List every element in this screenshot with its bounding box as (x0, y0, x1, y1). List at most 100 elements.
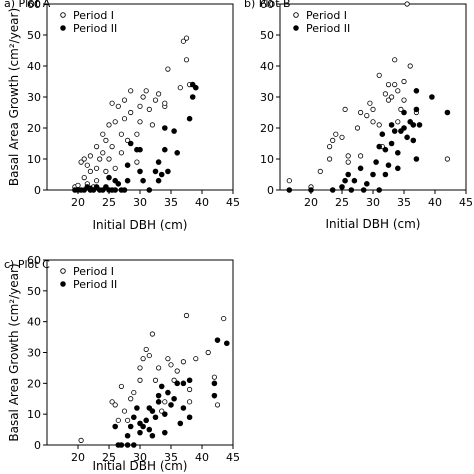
data-point-period-2 (413, 88, 420, 94)
data-point-period-2 (401, 109, 407, 116)
data-point-period-2 (345, 171, 352, 178)
data-point-period-2 (186, 377, 193, 384)
data-point-period-1 (152, 97, 159, 103)
data-point-period-1 (128, 109, 134, 116)
data-point-period-1 (382, 91, 388, 97)
data-point-period-2 (155, 399, 162, 405)
data-point-period-1 (345, 153, 351, 159)
x-tick-label: 20 (71, 196, 85, 209)
y-tick-label: 30 (260, 91, 274, 104)
panel-3: c) Plot C 20 25 30 35 40 45 0 10 20 30 40 50 60 Initia… (4, 254, 240, 473)
legend-label: Period I (73, 265, 114, 278)
data-point-period-2 (171, 395, 177, 402)
data-point-period-2 (146, 187, 153, 193)
data-point-period-1 (121, 97, 128, 103)
data-point-period-2 (351, 177, 358, 184)
data-point-period-2 (171, 128, 177, 134)
data-point-period-2 (165, 168, 171, 175)
data-point-period-2 (385, 162, 392, 169)
x-tick-label: 30 (133, 451, 147, 464)
data-point-period-1 (376, 72, 382, 78)
data-point-period-1 (330, 137, 336, 143)
data-point-period-1 (370, 106, 376, 113)
data-point-period-2 (186, 414, 193, 421)
x-tick-label: 45 (459, 196, 473, 209)
data-point-period-1 (128, 396, 134, 402)
data-point-period-1 (143, 88, 149, 94)
data-point-period-1 (131, 389, 137, 396)
data-point-period-1 (385, 97, 392, 103)
data-point-period-2 (348, 187, 355, 193)
data-point-period-2 (410, 122, 417, 128)
x-tick-label: 45 (226, 196, 240, 209)
data-point-period-1 (112, 402, 118, 408)
data-point-period-1 (94, 178, 100, 184)
data-point-period-1 (159, 408, 165, 414)
x-tick-label: 20 (304, 196, 318, 209)
data-point-period-2 (124, 442, 131, 448)
y-tick-label: 0 (34, 439, 41, 452)
y-tick-label: 20 (27, 377, 41, 390)
data-point-period-1 (183, 312, 190, 319)
data-point-period-1 (81, 175, 87, 181)
data-point-period-1 (137, 377, 143, 383)
data-point-period-1 (171, 377, 177, 383)
legend-label: Period I (73, 9, 114, 22)
data-point-period-1 (112, 165, 118, 171)
data-point-period-1 (78, 437, 84, 443)
data-point-period-1 (152, 377, 159, 383)
panel-1: a) Plot A 20 25 30 35 40 45 0 10 20 30 40 50 60 Initia… (4, 0, 240, 232)
data-point-period-1 (162, 399, 168, 405)
data-point-period-2 (174, 380, 181, 387)
data-point-period-2 (193, 84, 199, 91)
data-point-period-2 (124, 432, 131, 439)
data-point-period-2 (388, 140, 395, 147)
legend-marker-filled-circle-icon (293, 25, 299, 31)
data-point-period-1 (156, 365, 162, 371)
data-point-period-2 (149, 408, 156, 414)
data-point-period-1 (404, 1, 410, 7)
data-point-period-2 (342, 177, 348, 184)
x-tick-label: 40 (195, 196, 209, 209)
legend-label: Period II (73, 22, 117, 35)
data-point-period-1 (342, 106, 348, 113)
data-point-period-1 (87, 153, 94, 159)
data-point-period-1 (401, 78, 407, 85)
data-point-period-2 (339, 184, 345, 190)
panel-2: b) Plot B 20 25 30 35 40 45 0 10 20 30 40 50 60 Initia… (244, 0, 473, 231)
data-point-period-2 (127, 140, 134, 147)
y-tick-label: 40 (27, 316, 41, 329)
x-tick-label: 30 (366, 196, 380, 209)
data-point-period-1 (134, 159, 140, 165)
legend-marker-filled-circle-icon (60, 25, 66, 31)
data-point-period-2 (394, 150, 401, 156)
data-point-period-2 (140, 177, 146, 184)
data-point-period-1 (103, 137, 109, 143)
data-point-period-1 (121, 116, 128, 122)
data-point-period-1 (388, 94, 395, 100)
y-tick-label: 50 (27, 29, 41, 42)
data-point-period-1 (357, 153, 364, 159)
data-point-period-1 (364, 113, 370, 119)
y-tick-label: 40 (27, 60, 41, 73)
data-point-period-1 (180, 359, 186, 365)
data-point-period-1 (214, 402, 221, 408)
data-point-period-2 (329, 187, 336, 193)
data-point-period-2 (224, 340, 230, 347)
data-point-period-2 (376, 143, 383, 150)
data-point-period-1 (333, 131, 339, 137)
data-point-period-1 (106, 156, 112, 162)
data-point-period-1 (174, 368, 180, 374)
data-point-period-1 (183, 35, 190, 41)
data-point-period-1 (121, 408, 128, 414)
data-point-period-1 (109, 399, 115, 405)
data-point-period-2 (112, 187, 118, 193)
data-point-period-1 (156, 91, 162, 97)
x-tick-label: 35 (397, 196, 411, 209)
data-point-period-2 (134, 405, 140, 411)
data-point-period-1 (339, 134, 345, 140)
data-point-period-1 (444, 156, 450, 162)
data-point-period-2 (152, 168, 159, 175)
data-point-period-1 (118, 150, 125, 156)
x-tick-label: 40 (195, 451, 209, 464)
